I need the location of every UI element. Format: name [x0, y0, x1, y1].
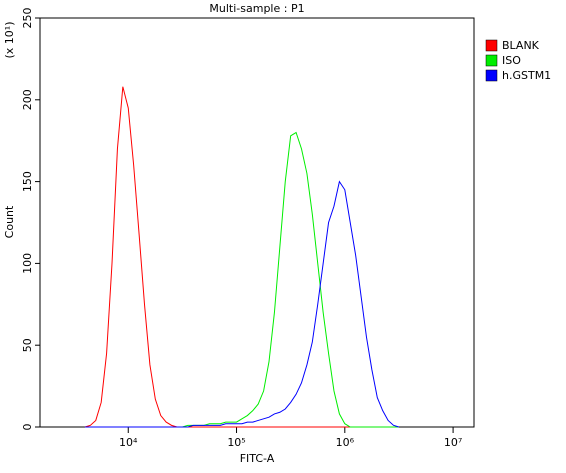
y-tick-label: 150: [21, 171, 34, 192]
y-axis-unit: (x 10¹): [3, 22, 16, 59]
y-tick-label: 0: [21, 424, 34, 431]
legend-label: BLANK: [502, 39, 540, 52]
y-axis-label: Count: [3, 205, 16, 238]
legend-label: ISO: [502, 54, 521, 67]
legend-swatch: [485, 39, 498, 52]
x-tick-label: 10⁵: [227, 436, 245, 449]
data-line: [84, 180, 400, 428]
y-tick-label: 100: [21, 253, 34, 274]
x-tick-label: 10⁷: [444, 436, 462, 449]
legend-swatch: [485, 69, 498, 82]
x-tick-label: 10⁶: [336, 436, 355, 449]
data-line: [84, 131, 399, 428]
x-axis-label: FITC-A: [240, 452, 275, 465]
data-line: [84, 86, 399, 428]
chart-title: Multi-sample : P1: [209, 2, 304, 15]
y-tick-label: 200: [21, 89, 34, 110]
y-tick-label: 50: [21, 338, 34, 352]
x-tick-label: 10⁴: [119, 436, 138, 449]
legend-swatch: [485, 54, 498, 67]
y-tick-label: 250: [21, 8, 34, 29]
legend-label: h.GSTM1: [502, 69, 551, 82]
